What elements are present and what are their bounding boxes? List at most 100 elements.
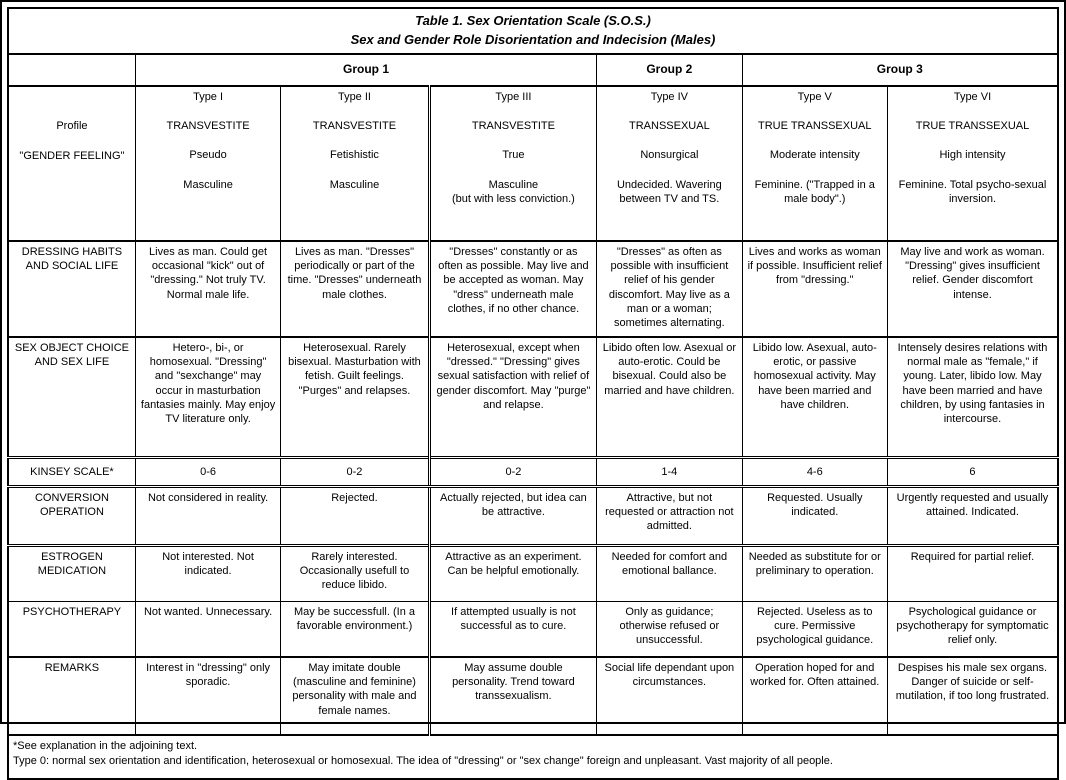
cell-conversion-type-iv: Attractive, but not requested or attract… xyxy=(596,485,743,546)
cell-kinsey-type-vi: 6 xyxy=(886,455,1059,488)
type-feeling: Masculine xyxy=(183,178,233,191)
cell-dressing-type-ii: Lives as man. "Dresses" periodically or … xyxy=(280,239,430,338)
footnote-asterisk: *See explanation in the adjoining text. xyxy=(13,739,198,752)
row-header-conversion: CONVERSION OPERATION xyxy=(7,485,136,546)
footnote-type-0: Type 0: normal sex orientation and ident… xyxy=(13,754,833,767)
cell-dressing-type-iii: "Dresses" constantly or as often as poss… xyxy=(427,239,598,338)
cell-estrogen-type-ii: Rarely interested. Occasionally usefull … xyxy=(280,543,430,602)
cell-profile-type-i: Type I TRANSVESTITE Pseudo Masculine xyxy=(134,85,282,242)
cell-estrogen-type-iv: Needed for comfort and emotional ballanc… xyxy=(596,543,743,602)
cell-psychotherapy-type-vi: Psychological guidance or psychotherapy … xyxy=(886,600,1059,658)
cell-dressing-type-iv: "Dresses" as often as possible with insu… xyxy=(596,239,743,338)
group-header-row: Group 1 Group 2 Group 3 xyxy=(7,53,1059,87)
row-header-remarks: REMARKS xyxy=(7,655,136,736)
footnote-row: *See explanation in the adjoining text. … xyxy=(7,733,1059,780)
type-feeling: Feminine. Total psycho-sexual inversion. xyxy=(898,178,1047,205)
table-title-line1: Table 1. Sex Orientation Scale (S.O.S.) xyxy=(415,13,651,28)
cell-kinsey-type-iv: 1-4 xyxy=(596,455,743,488)
type-subtitle: High intensity xyxy=(939,149,1006,162)
cell-estrogen-type-iii: Attractive as an experiment. Can be help… xyxy=(427,543,598,602)
type-subtitle: Pseudo xyxy=(189,149,227,162)
cell-dressing-type-v: Lives and works as woman if possible. In… xyxy=(741,239,888,338)
type-subtitle: True xyxy=(502,149,525,162)
sos-table: Table 1. Sex Orientation Scale (S.O.S.) … xyxy=(7,7,1059,780)
cell-profile-type-iii: Type III TRANSVESTITE True Masculine (bu… xyxy=(427,85,598,242)
type-name: TRANSVESTITE xyxy=(166,119,250,132)
cell-profile-type-ii: Type II TRANSVESTITE Fetishistic Masculi… xyxy=(280,85,430,242)
estrogen-medication-row: ESTROGEN MEDICATION Not interested. Not … xyxy=(7,543,1059,602)
profile-label: Profile xyxy=(56,119,88,132)
row-header-psychotherapy: PSYCHOTHERAPY xyxy=(7,600,136,658)
profile-row: Profile "GENDER FEELING" Type I TRANSVES… xyxy=(7,85,1059,242)
cell-remarks-type-i: Interest in "dressing" only sporadic. xyxy=(134,655,282,736)
cell-profile-type-v: Type V TRUE TRANSSEXUAL Moderate intensi… xyxy=(741,85,888,242)
type-subtitle: Nonsurgical xyxy=(640,149,699,162)
row-header-dressing: DRESSING HABITS AND SOCIAL LIFE xyxy=(7,239,136,338)
cell-sexobject-type-iv: Libido often low. Asexual or auto-erotic… xyxy=(596,335,743,458)
cell-kinsey-type-i: 0-6 xyxy=(134,455,282,488)
cell-sexobject-type-vi: Intensely desires relations with normal … xyxy=(886,335,1059,458)
cell-conversion-type-ii: Rejected. xyxy=(280,485,430,546)
type-subtitle: Moderate intensity xyxy=(769,149,860,162)
cell-profile-type-iv: Type IV TRANSSEXUAL Nonsurgical Undecide… xyxy=(596,85,743,242)
type-label: Type I xyxy=(193,90,224,103)
row-header-estrogen: ESTROGEN MEDICATION xyxy=(7,543,136,602)
table-title: Table 1. Sex Orientation Scale (S.O.S.) … xyxy=(7,7,1059,55)
cell-remarks-type-iv: Social life dependant upon circumstances… xyxy=(596,655,743,736)
type-name: TRANSVESTITE xyxy=(312,119,397,132)
cell-remarks-type-vi: Despises his male sex organs. Danger of … xyxy=(886,655,1059,736)
cell-dressing-type-vi: May live and work as woman. "Dressing" g… xyxy=(886,239,1059,338)
type-name: TRANSVESTITE xyxy=(471,119,555,132)
cell-estrogen-type-v: Needed as substitute for or preliminary … xyxy=(741,543,888,602)
cell-psychotherapy-type-iii: If attempted usually is not successful a… xyxy=(427,600,598,658)
type-label: Type II xyxy=(337,90,371,103)
cell-sexobject-type-v: Libido low. Asexual, auto-erotic, or pas… xyxy=(741,335,888,458)
cell-conversion-type-iii: Actually rejected, but idea can be attra… xyxy=(427,485,598,546)
row-header-kinsey: KINSEY SCALE* xyxy=(7,455,136,488)
type-name: TRUE TRANSSEXUAL xyxy=(915,119,1030,132)
conversion-operation-row: CONVERSION OPERATION Not considered in r… xyxy=(7,485,1059,546)
group-1-header: Group 1 xyxy=(134,53,598,87)
cell-sexobject-type-i: Hetero-, bi-, or homosexual. "Dressing" … xyxy=(134,335,282,458)
psychotherapy-row: PSYCHOTHERAPY Not wanted. Unnecessary. M… xyxy=(7,600,1059,658)
type-name: TRUE TRANSSEXUAL xyxy=(758,119,872,132)
type-label: Type V xyxy=(797,90,832,103)
cell-estrogen-type-i: Not interested. Not indicated. xyxy=(134,543,282,602)
gender-feeling-label: "GENDER FEELING" xyxy=(19,149,125,162)
type-label: Type III xyxy=(495,90,532,103)
table-title-line2: Sex and Gender Role Disorientation and I… xyxy=(350,31,716,47)
cell-profile-type-vi: Type VI TRUE TRANSSEXUAL High intensity … xyxy=(886,85,1059,242)
cell-conversion-type-i: Not considered in reality. xyxy=(134,485,282,546)
remarks-row: REMARKS Interest in "dressing" only spor… xyxy=(7,655,1059,736)
cell-sexobject-type-ii: Heterosexual. Rarely bisexual. Masturbat… xyxy=(280,335,430,458)
cell-estrogen-type-vi: Required for partial relief. xyxy=(886,543,1059,602)
kinsey-scale-row: KINSEY SCALE* 0-6 0-2 0-2 1-4 4-6 6 xyxy=(7,455,1059,488)
cell-conversion-type-v: Requested. Usually indicated. xyxy=(741,485,888,546)
cell-psychotherapy-type-v: Rejected. Useless as to cure. Permissive… xyxy=(741,600,888,658)
cell-conversion-type-vi: Urgently requested and usually attained.… xyxy=(886,485,1059,546)
cell-remarks-type-v: Operation hoped for and worked for. Ofte… xyxy=(741,655,888,736)
sex-object-row: SEX OBJECT CHOICE AND SEX LIFE Hetero-, … xyxy=(7,335,1059,458)
cell-sexobject-type-iii: Heterosexual, except when "dressed." "Dr… xyxy=(427,335,598,458)
type-feeling: Undecided. Wavering between TV and TS. xyxy=(616,178,722,205)
footnotes: *See explanation in the adjoining text. … xyxy=(7,733,1059,780)
cell-kinsey-type-iii: 0-2 xyxy=(427,455,598,488)
dressing-habits-row: DRESSING HABITS AND SOCIAL LIFE Lives as… xyxy=(7,239,1059,338)
group-2-header: Group 2 xyxy=(596,53,743,87)
cell-kinsey-type-ii: 0-2 xyxy=(280,455,430,488)
group-3-header: Group 3 xyxy=(741,53,1059,87)
cell-psychotherapy-type-ii: May be successfull. (In a favorable envi… xyxy=(280,600,430,658)
type-name: TRANSSEXUAL xyxy=(629,119,710,132)
cell-remarks-type-ii: May imitate double (masculine and femini… xyxy=(280,655,430,736)
corner-cell xyxy=(7,53,136,87)
type-feeling: Masculine (but with less conviction.) xyxy=(451,178,575,205)
cell-remarks-type-iii: May assume double personality. Trend tow… xyxy=(427,655,598,736)
type-feeling: Feminine. ("Trapped in a male body".) xyxy=(754,178,875,205)
type-feeling: Masculine xyxy=(329,178,380,191)
type-subtitle: Fetishistic xyxy=(330,149,379,162)
row-header-profile: Profile "GENDER FEELING" xyxy=(7,85,136,242)
row-header-sexobject: SEX OBJECT CHOICE AND SEX LIFE xyxy=(7,335,136,458)
type-label: Type VI xyxy=(953,90,992,103)
cell-dressing-type-i: Lives as man. Could get occasional "kick… xyxy=(134,239,282,338)
